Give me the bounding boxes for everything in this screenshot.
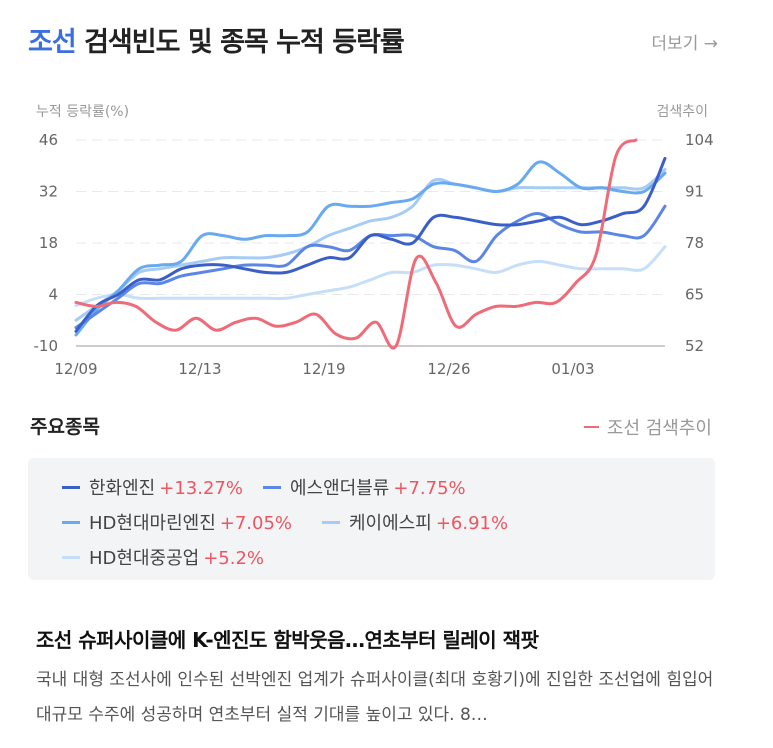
y-left-tick-label: 4 — [48, 286, 58, 304]
search-trend-legend-label: 조선 검색추이 — [606, 418, 712, 439]
y-right-tick-label: 65 — [685, 286, 704, 304]
news-article[interactable]: 조선 슈퍼사이클에 K-엔진도 함박웃음…연초부터 릴레이 잭팟 국내 대형 조… — [36, 624, 726, 733]
stock-list: 한화엔진 +13.27% 에스앤더블류 +7.75% HD현대마린엔진 +7.05% … — [28, 458, 715, 580]
section-title: 주요종목 — [30, 416, 100, 438]
stock-line-swatch — [62, 485, 80, 489]
stock-name: 한화엔진 — [89, 478, 156, 499]
x-tick-label: 12/09 — [54, 360, 97, 378]
stock-change: +5.2% — [203, 548, 265, 569]
series-line — [74, 138, 638, 350]
y-left-tick-label: 18 — [39, 234, 58, 252]
y-right-tick-label: 104 — [685, 131, 714, 149]
x-tick-label: 12/19 — [302, 360, 345, 378]
y-right-tick-label: 78 — [685, 234, 704, 252]
chart-area: 누적 등락률(%) 검색추이 46 104 32 91 18 78 4 65 -10 52 12/09 1… — [0, 96, 773, 386]
stock-change: +7.75% — [393, 478, 466, 499]
stock-change: +13.27% — [159, 478, 243, 499]
search-trend-legend: 조선 검색추이 — [583, 414, 712, 440]
stock-item[interactable]: 한화엔진 +13.27% — [62, 474, 243, 500]
header: 조선 검색빈도 및 종목 누적 등락률 더보기 → — [28, 20, 718, 64]
stock-line-swatch — [62, 555, 80, 559]
y-left-tick-label: 46 — [39, 131, 58, 149]
line-chart: 누적 등락률(%) 검색추이 46 104 32 91 18 78 4 65 -10 52 12/09 1… — [34, 104, 714, 378]
page-title: 조선 검색빈도 및 종목 누적 등락률 — [28, 20, 405, 59]
y-right-tick-label: 52 — [685, 337, 704, 355]
more-link[interactable]: 더보기 → — [651, 34, 718, 54]
y-right-tick-label: 91 — [685, 183, 704, 201]
y-right-axis-title: 검색추이 — [656, 104, 708, 120]
stock-item[interactable]: HD현대중공업 +5.2% — [62, 544, 264, 570]
stock-item[interactable]: 케이에스피 +6.91% — [322, 509, 508, 535]
title-rest: 검색빈도 및 종목 누적 등락률 — [84, 27, 405, 58]
section-header: 주요종목 조선 검색추이 — [30, 412, 712, 442]
news-title[interactable]: 조선 슈퍼사이클에 K-엔진도 함박웃음…연초부터 릴레이 잭팟 — [36, 628, 539, 652]
stock-change: +7.05% — [219, 513, 293, 534]
series-line — [74, 160, 667, 337]
stock-change: +6.91% — [435, 513, 509, 534]
stock-line-swatch — [62, 520, 80, 524]
x-tick-label: 12/26 — [427, 360, 470, 378]
y-left-tick-label: -10 — [34, 337, 59, 355]
series-line — [74, 245, 667, 308]
y-left-axis-title: 누적 등락률(%) — [36, 104, 129, 120]
stock-line-swatch — [263, 485, 281, 489]
stock-name: 에스앤더블류 — [290, 478, 390, 499]
stock-line-swatch — [322, 520, 340, 524]
series-line — [74, 156, 667, 333]
x-tick-label: 01/03 — [551, 360, 594, 378]
news-body: 국내 대형 조선사에 인수된 선박엔진 업계가 슈퍼사이클(최대 호황기)에 진… — [36, 670, 714, 725]
stock-name: HD현대마린엔진 — [89, 513, 216, 534]
search-trend-legend-line — [583, 426, 599, 428]
series-line — [74, 167, 667, 322]
stock-item[interactable]: 에스앤더블류 +7.75% — [263, 474, 466, 500]
title-keyword: 조선 — [28, 27, 77, 58]
stock-name: HD현대중공업 — [89, 548, 200, 569]
y-left-tick-label: 32 — [39, 183, 58, 201]
x-tick-label: 12/13 — [178, 360, 221, 378]
stock-name: 케이에스피 — [349, 513, 432, 534]
stock-item[interactable]: HD현대마린엔진 +7.05% — [62, 509, 292, 535]
